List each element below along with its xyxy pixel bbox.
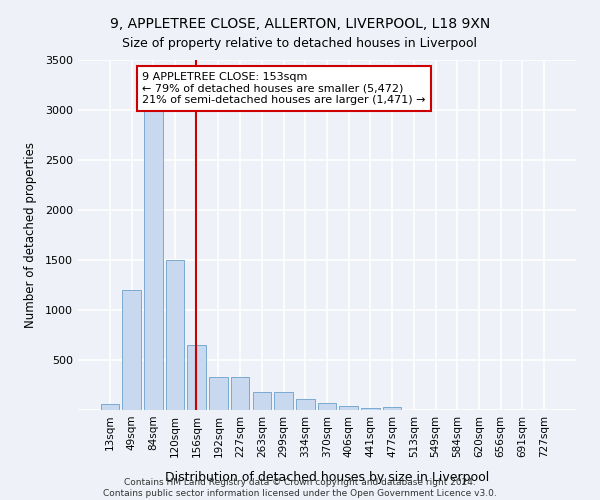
Bar (144, 85, 163, 410)
Y-axis label: Number of detached properties: Number of detached properties (23, 142, 37, 328)
Bar (166, 260, 184, 410)
Bar (101, 404, 119, 410)
Bar (209, 377, 227, 410)
Text: Size of property relative to detached houses in Liverpool: Size of property relative to detached ho… (122, 38, 478, 51)
Bar (296, 398, 314, 410)
Bar (318, 402, 336, 410)
Bar (361, 408, 380, 410)
Bar (187, 345, 206, 410)
Bar (274, 392, 293, 410)
Text: Contains HM Land Registry data © Crown copyright and database right 2024.
Contai: Contains HM Land Registry data © Crown c… (103, 478, 497, 498)
Bar (340, 406, 358, 410)
Bar (383, 407, 401, 410)
Bar (122, 290, 141, 410)
Bar (253, 392, 271, 410)
X-axis label: Distribution of detached houses by size in Liverpool: Distribution of detached houses by size … (165, 471, 489, 484)
Text: 9, APPLETREE CLOSE, ALLERTON, LIVERPOOL, L18 9XN: 9, APPLETREE CLOSE, ALLERTON, LIVERPOOL,… (110, 18, 490, 32)
Bar (231, 377, 250, 410)
Text: 9 APPLETREE CLOSE: 153sqm
← 79% of detached houses are smaller (5,472)
21% of se: 9 APPLETREE CLOSE: 153sqm ← 79% of detac… (142, 72, 426, 105)
